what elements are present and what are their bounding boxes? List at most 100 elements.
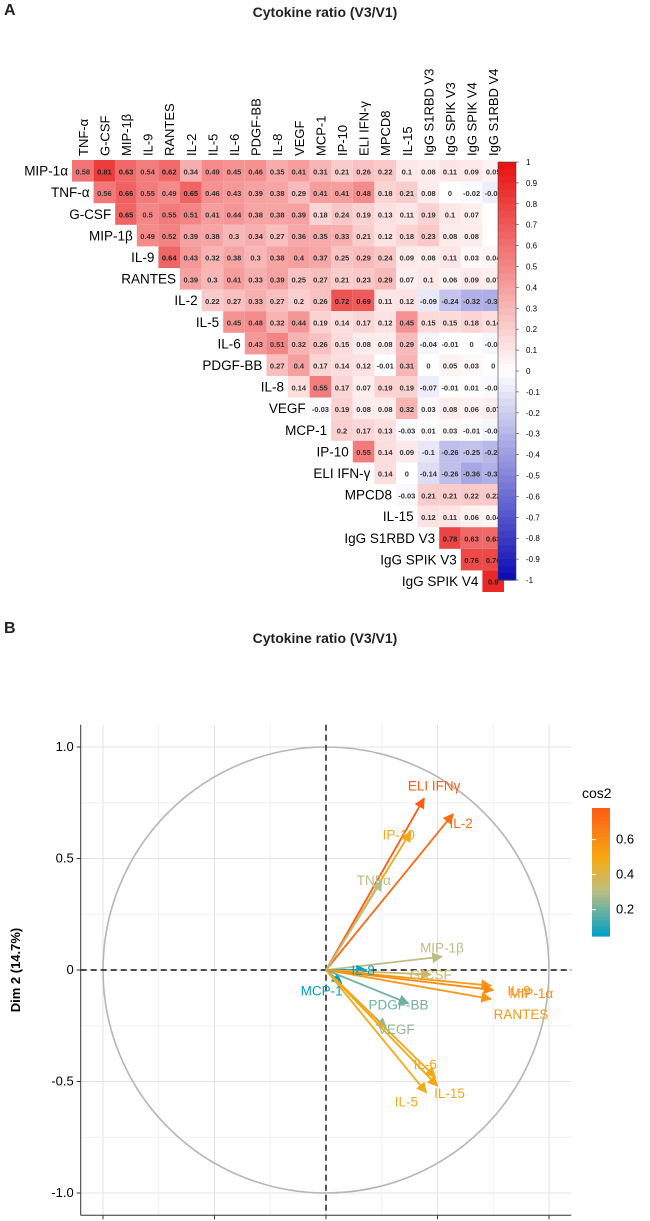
heatmap-cell xyxy=(72,160,94,182)
cell-value: 0.63 xyxy=(464,534,479,543)
cell-value: 0.12 xyxy=(378,232,393,241)
cell-value: 0.4 xyxy=(294,362,305,371)
heatmap-cell xyxy=(439,419,461,441)
colorbar-tick-label: 0.1 xyxy=(526,346,538,355)
cell-value: -0.26 xyxy=(441,448,458,457)
heatmap-cell xyxy=(288,246,310,268)
cell-value: 0 xyxy=(448,189,452,198)
heatmap-cell xyxy=(460,440,483,463)
heatmap-cell xyxy=(331,181,353,204)
variable-arrow xyxy=(325,969,428,1094)
colorbar-segment xyxy=(498,573,516,581)
y-tick-label: 0 xyxy=(66,962,73,977)
colorbar-segment xyxy=(498,364,516,372)
colorbar-segment xyxy=(498,454,516,463)
cell-value: 0.08 xyxy=(421,189,436,198)
cell-value: 0.21 xyxy=(421,491,436,500)
cell-value: -0.32 xyxy=(485,470,502,479)
colorbar-tick-label: 0.9 xyxy=(526,179,538,188)
legend-segment xyxy=(592,913,610,918)
cell-value: 0.19 xyxy=(378,383,393,392)
heatmap-cell xyxy=(460,397,483,420)
heatmap-cell xyxy=(201,246,224,268)
row-label: IL-9 xyxy=(131,250,154,265)
cell-value: -0.03 xyxy=(398,491,415,500)
legend-segment xyxy=(592,891,610,895)
colorbar-segment xyxy=(498,287,516,295)
variable-label: IL-6 xyxy=(414,1057,437,1072)
heatmap-cell xyxy=(352,354,375,376)
cell-value: -0.03 xyxy=(312,405,329,414)
legend-segment xyxy=(592,836,610,841)
y-axis-title: Dim 2 (14.7%) xyxy=(8,928,23,1013)
heatmap-cell xyxy=(396,440,418,463)
heatmap-cell xyxy=(460,224,483,247)
heatmap-cell xyxy=(309,181,332,204)
cell-value: 0.22 xyxy=(464,491,479,500)
heatmap-cell xyxy=(201,181,224,204)
heatmap-cell xyxy=(223,160,245,182)
colorbar-segment xyxy=(498,524,516,532)
cell-value: 0.08 xyxy=(443,405,458,414)
legend-segment xyxy=(592,852,610,857)
heatmap-cell xyxy=(223,246,245,268)
cell-value: 0.07 xyxy=(399,275,414,284)
colorbar-tick-label: 0.8 xyxy=(526,200,538,209)
cell-value: 0.12 xyxy=(378,318,393,327)
heatmap-cell xyxy=(331,289,353,312)
colorbar-tick-label: -0.6 xyxy=(526,492,540,501)
heatmap-cell xyxy=(460,160,483,182)
cell-value: 0.62 xyxy=(162,167,177,176)
cell-value: 0.06 xyxy=(464,405,479,414)
legend-segment xyxy=(592,932,610,937)
heatmap-cell xyxy=(309,354,332,376)
row-label: G-CSF xyxy=(69,207,111,222)
heatmap-cell xyxy=(223,268,245,290)
heatmap-cell xyxy=(331,376,353,398)
cell-value: 0.12 xyxy=(399,297,414,306)
variable-label: ELI IFNγ xyxy=(408,778,461,793)
colorbar-segment xyxy=(498,538,516,546)
cell-value: 0.13 xyxy=(378,426,393,435)
cell-value: 0.35 xyxy=(313,232,328,241)
cell-value: 0.03 xyxy=(464,362,479,371)
heatmap-cell xyxy=(439,246,461,268)
heatmap-cell xyxy=(288,311,310,333)
cell-value: 0.58 xyxy=(75,167,90,176)
heatmap-cell xyxy=(136,160,159,182)
row-label: TNF-α xyxy=(51,185,90,200)
cell-value: -0.02 xyxy=(485,383,502,392)
colorbar-segment xyxy=(498,217,516,226)
heatmap-cell xyxy=(201,203,224,225)
heatmap-cell xyxy=(115,203,137,225)
colorbar-segment xyxy=(498,510,516,518)
cell-value: -0.07 xyxy=(420,383,437,392)
heatmap-cell xyxy=(244,311,267,333)
y-tick-label: 1.0 xyxy=(56,739,74,754)
row-label: IgG S1RBD V3 xyxy=(344,531,435,546)
heatmap-cell xyxy=(309,332,332,355)
cell-value: 0.38 xyxy=(270,210,285,219)
cell-value: 0.39 xyxy=(248,189,263,198)
heatmap-cell xyxy=(115,160,137,182)
legend-segment xyxy=(592,862,610,867)
row-label: MCP-1 xyxy=(285,423,327,438)
heatmap-cell xyxy=(396,268,418,290)
heatmap-cell xyxy=(396,311,418,333)
legend-segment xyxy=(592,830,610,835)
heatmap-cell xyxy=(244,160,267,182)
cell-value: 0.34 xyxy=(183,167,198,176)
cell-value: 0.18 xyxy=(378,189,393,198)
cell-value: 0.48 xyxy=(248,318,263,327)
heatmap-cell xyxy=(374,160,396,182)
colorbar-segment xyxy=(498,545,516,553)
colorbar-segment xyxy=(498,329,516,337)
colorbar-segment xyxy=(498,496,516,504)
heatmap-cell xyxy=(331,246,353,268)
heatmap-cell xyxy=(223,289,245,312)
legend-segment xyxy=(592,916,610,921)
cell-value: 0.1 xyxy=(445,210,455,219)
cell-value: 0.14 xyxy=(291,383,306,392)
pca-title: Cytokine ratio (V3/V1) xyxy=(252,630,398,646)
y-tick-label: -0.5 xyxy=(51,1074,73,1089)
